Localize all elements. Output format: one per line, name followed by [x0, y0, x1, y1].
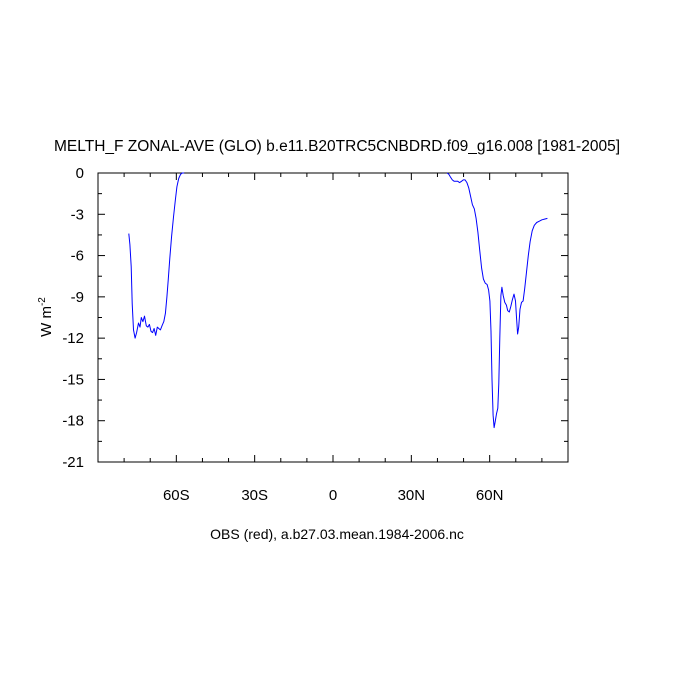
x-tick-label: 0: [329, 487, 337, 504]
y-tick-label: 0: [76, 165, 84, 182]
x-tick-label: 30S: [241, 487, 268, 504]
y-axis-title-exponent: -2: [37, 297, 48, 306]
y-tick-label: -9: [71, 289, 84, 306]
x-axis-ticks: 60S 30S 0 30N 60N: [123, 173, 543, 504]
series-group: [128, 172, 548, 429]
plot-frame: [97, 172, 569, 463]
plot-area: 0 -3 -6 -9 -12 -15 -18 -21 60S 30S 0 30N 60N: [62, 165, 569, 504]
series-line: [446, 172, 548, 429]
y-axis-title-base: W m: [38, 306, 55, 337]
chart-title: MELTH_F ZONAL-AVE (GLO) b.e11.B20TRC5CNB…: [54, 138, 620, 155]
x-tick-label: 60S: [163, 487, 190, 504]
y-tick-label: -15: [62, 371, 84, 388]
y-tick-label: -6: [71, 248, 84, 265]
series-line: [128, 172, 185, 339]
x-tick-label: 60N: [476, 487, 504, 504]
y-tick-label: -3: [71, 206, 84, 223]
y-tick-label: -21: [62, 454, 84, 471]
y-axis-ticks: 0 -3 -6 -9 -12 -15 -18 -21: [62, 165, 568, 471]
y-tick-label: -12: [62, 330, 84, 347]
x-tick-label: 30N: [398, 487, 426, 504]
chart-subtitle: OBS (red), a.b27.03.mean.1984-2006.nc: [210, 526, 464, 542]
y-axis-title: W m-2: [37, 297, 55, 337]
y-tick-label: -18: [62, 413, 84, 430]
